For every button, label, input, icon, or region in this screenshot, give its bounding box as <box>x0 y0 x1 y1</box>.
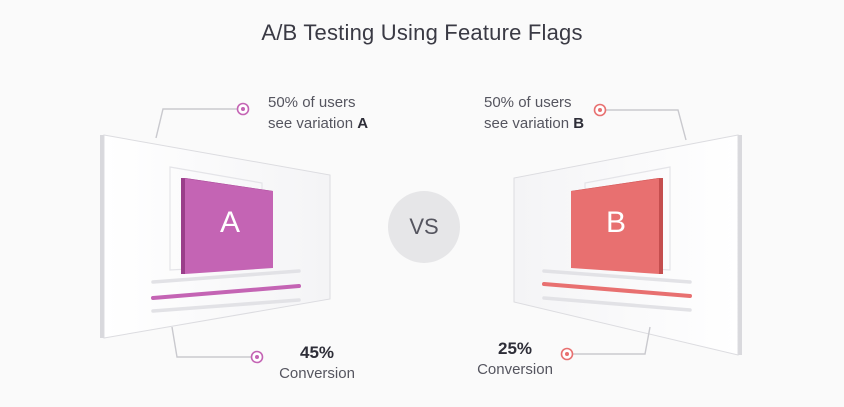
variation-b-caption-line2: see variation B <box>484 113 584 134</box>
variation-b-line-accent <box>542 282 692 298</box>
variation-a-letter: A <box>219 206 240 239</box>
variation-a-panel <box>100 134 331 339</box>
variation-a-caption-highlight: A <box>357 115 369 132</box>
variation-a-line-accent <box>151 284 301 300</box>
variation-b-conversion-label: Conversion <box>477 361 553 378</box>
variation-a-card <box>185 178 273 274</box>
variation-b-line-2 <box>542 296 692 312</box>
variation-a-conversion: 45% Conversion <box>272 342 362 384</box>
variation-a-caption-line1: 50% of users <box>268 94 356 111</box>
vs-badge: VS <box>388 191 460 263</box>
variation-a-connectors <box>155 102 264 364</box>
variation-b-panel <box>513 134 742 356</box>
variation-a-caption-line2: see variation A <box>268 113 368 134</box>
variation-a-caption: 50% of users see variation A <box>268 92 368 134</box>
variation-b-line-1 <box>542 269 692 284</box>
variation-b-letter: B <box>605 206 626 239</box>
variation-a-caption-prefix: see variation <box>268 115 358 132</box>
variation-b-conversion: 25% Conversion <box>470 338 560 380</box>
page-title: A/B Testing Using Feature Flags <box>261 20 583 45</box>
variation-a-line-2 <box>151 298 301 313</box>
variation-b-caption-line1: 50% of users <box>484 94 572 111</box>
variation-b-caption-prefix: see variation <box>484 115 574 132</box>
variation-a-conversion-value: 45% <box>299 343 335 362</box>
variation-a-conversion-label: Conversion <box>279 365 355 382</box>
variation-b-connectors <box>560 103 687 361</box>
variation-b-caption: 50% of users see variation B <box>484 92 584 134</box>
variation-a-line-1 <box>151 269 301 284</box>
variation-b-card <box>571 178 659 274</box>
variation-b-conversion-value: 25% <box>497 339 533 358</box>
variation-b-caption-highlight: B <box>573 115 585 132</box>
